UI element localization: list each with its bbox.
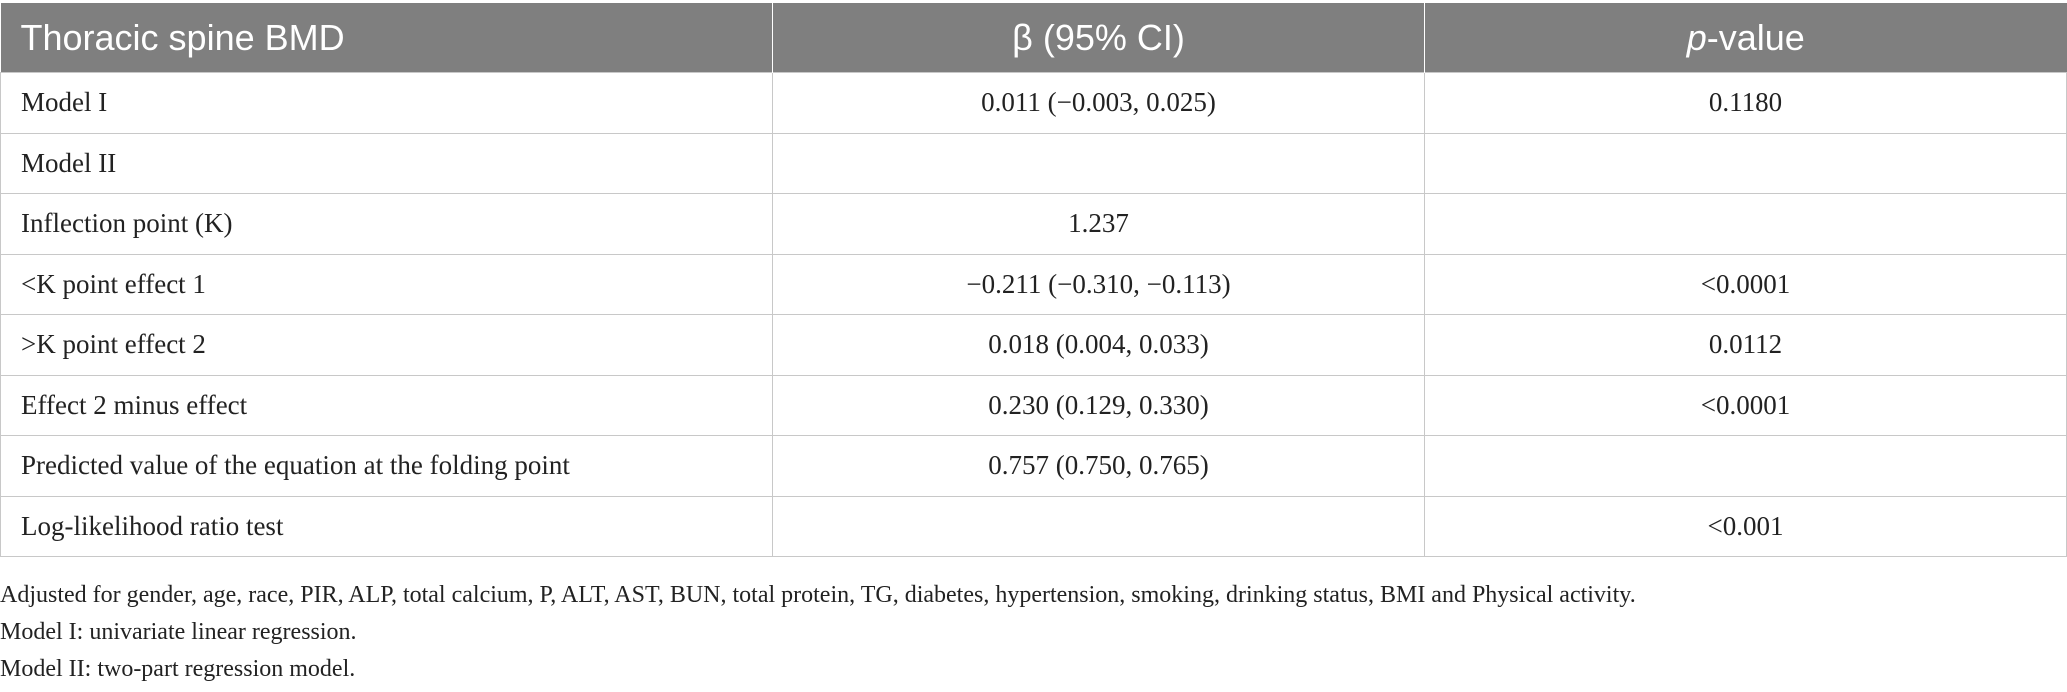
row-label: Log-likelihood ratio test bbox=[0, 495, 773, 557]
row-beta: 0.230 (0.129, 0.330) bbox=[772, 374, 1425, 436]
row-p-value: <0.0001 bbox=[1424, 253, 2067, 315]
results-table: Thoracic spine BMD β (95% CI) p-value Mo… bbox=[0, 3, 2067, 557]
header-beta-ci: β (95% CI) bbox=[772, 3, 1425, 73]
table-row: >K point effect 2 0.018 (0.004, 0.033) 0… bbox=[0, 314, 2067, 376]
row-beta bbox=[772, 495, 1425, 557]
header-p-value-rest: -value bbox=[1706, 16, 1805, 58]
row-beta: 0.011 (−0.003, 0.025) bbox=[772, 72, 1425, 134]
table-row: Effect 2 minus effect 0.230 (0.129, 0.33… bbox=[0, 374, 2067, 436]
footnote-adjustment: Adjusted for gender, age, race, PIR, ALP… bbox=[0, 582, 1636, 608]
row-p-value: 0.0112 bbox=[1424, 314, 2067, 376]
row-beta: 0.757 (0.750, 0.765) bbox=[772, 435, 1425, 497]
header-p-value-italic: p bbox=[1686, 16, 1707, 58]
table-row: Model I 0.011 (−0.003, 0.025) 0.1180 bbox=[0, 72, 2067, 134]
row-label: Model II bbox=[0, 132, 773, 194]
row-label: Inflection point (K) bbox=[0, 193, 773, 255]
row-p-value: <0.0001 bbox=[1424, 374, 2067, 436]
row-label: Predicted value of the equation at the f… bbox=[0, 435, 773, 497]
header-p-value: p-value bbox=[1424, 3, 2067, 73]
table-row: Log-likelihood ratio test <0.001 bbox=[0, 495, 2067, 557]
footnote-model-ii: Model II: two-part regression model. bbox=[0, 656, 356, 682]
row-beta bbox=[772, 132, 1425, 194]
table-row: Predicted value of the equation at the f… bbox=[0, 435, 2067, 497]
row-p-value bbox=[1424, 435, 2067, 497]
row-p-value bbox=[1424, 193, 2067, 255]
footnote-model-i: Model I: univariate linear regression. bbox=[0, 619, 357, 645]
row-p-value: <0.001 bbox=[1424, 495, 2067, 557]
row-beta: 1.237 bbox=[772, 193, 1425, 255]
table-row: Model II bbox=[0, 132, 2067, 194]
table-row: Inflection point (K) 1.237 bbox=[0, 193, 2067, 255]
row-label: Model I bbox=[0, 72, 773, 134]
results-table-container: Thoracic spine BMD β (95% CI) p-value Mo… bbox=[0, 3, 2067, 557]
row-label: >K point effect 2 bbox=[0, 314, 773, 376]
row-label: <K point effect 1 bbox=[0, 253, 773, 315]
row-label: Effect 2 minus effect bbox=[0, 374, 773, 436]
row-p-value bbox=[1424, 132, 2067, 194]
header-thoracic-spine-bmd: Thoracic spine BMD bbox=[0, 3, 773, 73]
row-p-value: 0.1180 bbox=[1424, 72, 2067, 134]
row-beta: −0.211 (−0.310, −0.113) bbox=[772, 253, 1425, 315]
row-beta: 0.018 (0.004, 0.033) bbox=[772, 314, 1425, 376]
table-footnotes: Adjusted for gender, age, race, PIR, ALP… bbox=[0, 577, 2067, 688]
table-row: <K point effect 1 −0.211 (−0.310, −0.113… bbox=[0, 253, 2067, 315]
table-header-row: Thoracic spine BMD β (95% CI) p-value bbox=[0, 3, 2067, 73]
